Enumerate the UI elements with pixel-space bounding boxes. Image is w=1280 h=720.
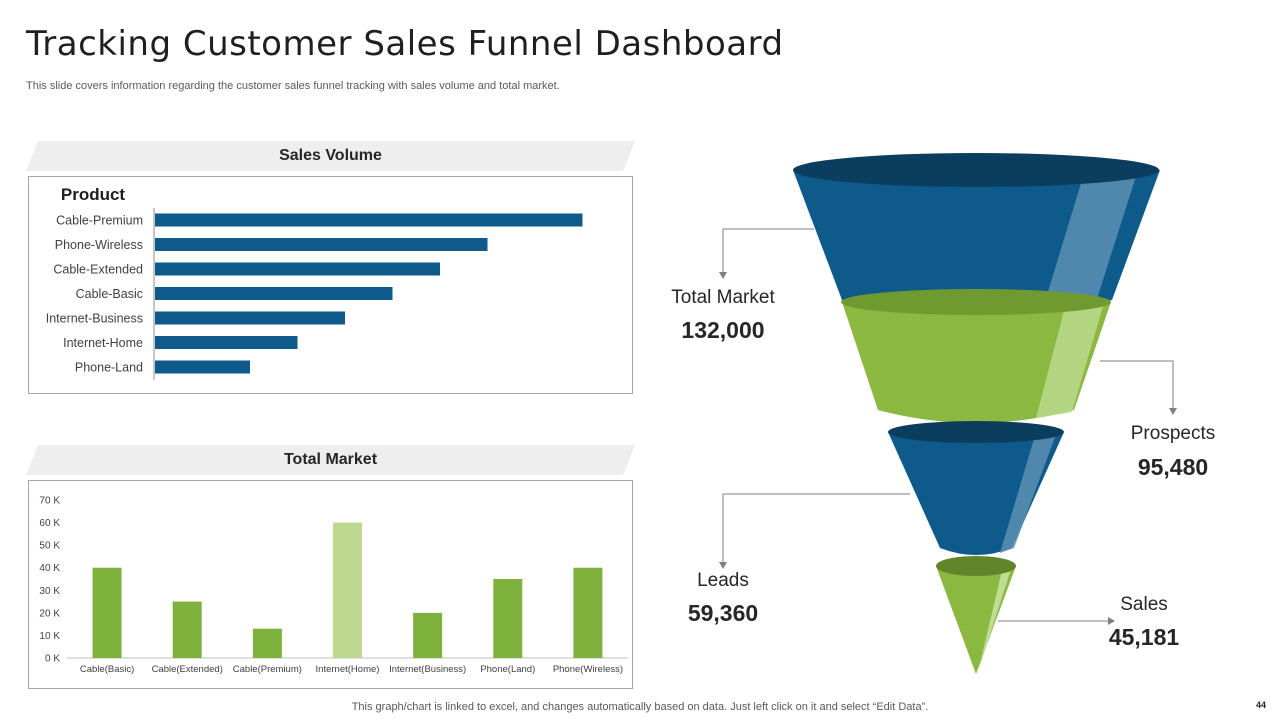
funnel-label-prospects: Prospects xyxy=(1131,423,1215,444)
total-market-bar-cable-extended xyxy=(172,601,202,658)
sales-volume-chart-frame[interactable] xyxy=(28,176,633,394)
sales-volume-bar-phone-wireless xyxy=(155,238,488,251)
funnel-label-leads: Leads xyxy=(697,570,749,591)
funnel-value-sales: 45,181 xyxy=(1109,624,1180,650)
sales-volume-header: Sales Volume xyxy=(26,141,635,171)
total-market-ytick: 0 K xyxy=(45,654,60,665)
sales-volume-label-phone-wireless: Phone-Wireless xyxy=(55,238,143,252)
funnel-stage-sales[interactable] xyxy=(936,556,1016,674)
slide-subtitle: This slide covers information regarding … xyxy=(26,80,560,92)
page-number: 44 xyxy=(1255,700,1266,710)
dashboard-charts[interactable]: Product Cable-Premium Phone-Wireless Cable-… xyxy=(0,0,640,720)
total-market-ytick: 70 K xyxy=(39,496,60,507)
funnel-value-prospects: 95,480 xyxy=(1138,454,1208,480)
sales-volume-label-cable-premium: Cable-Premium xyxy=(56,214,143,228)
total-market-xtick-cable-extended: Cable(Extended) xyxy=(152,664,223,675)
sales-volume-bar-cable-extended xyxy=(155,262,440,276)
funnel-label-sales: Sales xyxy=(1120,594,1168,615)
total-market-xtick-cable-basic: Cable(Basic) xyxy=(80,664,134,675)
total-market-xtick-phone-land: Phone(Land) xyxy=(480,664,535,675)
total-market-ytick: 20 K xyxy=(39,608,60,619)
total-market-header: Total Market xyxy=(26,445,635,475)
total-market-xtick-internet-business: Internet(Business) xyxy=(389,664,466,675)
total-market-bar-internet-business xyxy=(413,612,443,658)
sales-volume-label-internet-business: Internet-Business xyxy=(46,312,143,326)
total-market-bar-cable-premium xyxy=(252,628,282,658)
total-market-xtick-cable-premium: Cable(Premium) xyxy=(233,664,302,675)
funnel-stage-total-market[interactable] xyxy=(793,153,1160,315)
funnel-value-leads: 59,360 xyxy=(688,600,758,626)
sales-volume-bar-internet-home xyxy=(155,336,298,349)
total-market-ytick: 30 K xyxy=(39,586,60,597)
sales-volume-bar-cable-basic xyxy=(155,287,393,300)
total-market-ytick: 40 K xyxy=(39,563,60,574)
total-market-xtick-phone-wireless: Phone(Wireless) xyxy=(553,664,623,675)
sales-volume-bar-cable-premium xyxy=(155,213,583,227)
sales-volume-bar-internet-business xyxy=(155,311,345,325)
funnel-value-total-market: 132,000 xyxy=(681,317,764,343)
total-market-ytick: 50 K xyxy=(39,541,60,552)
sales-volume-label-cable-basic: Cable-Basic xyxy=(76,287,143,301)
sales-volume-label-phone-land: Phone-Land xyxy=(75,361,143,375)
total-market-bar-phone-land xyxy=(493,579,523,658)
funnel-stage-prospects[interactable] xyxy=(841,289,1111,423)
total-market-bar-cable-basic xyxy=(92,567,122,658)
funnel-stage-leads[interactable] xyxy=(888,421,1064,555)
category-axis-header: Product xyxy=(61,185,126,204)
sales-volume-label-internet-home: Internet-Home xyxy=(63,336,143,350)
total-market-chart-frame[interactable] xyxy=(28,480,633,689)
total-market-bar-phone-wireless xyxy=(573,567,603,658)
total-market-xtick-internet-home: Internet(Home) xyxy=(316,664,380,675)
slide-title: Tracking Customer Sales Funnel Dashboard xyxy=(26,24,784,64)
sales-volume-label-cable-extended: Cable-Extended xyxy=(53,263,143,277)
footer-note: This graph/chart is linked to excel, and… xyxy=(351,701,929,713)
total-market-bar-internet-home xyxy=(333,522,362,658)
sales-volume-bar-phone-land xyxy=(155,360,250,374)
funnel-label-total-market: Total Market xyxy=(671,287,775,308)
total-market-ytick: 60 K xyxy=(39,518,60,529)
total-market-ytick: 10 K xyxy=(39,631,60,642)
